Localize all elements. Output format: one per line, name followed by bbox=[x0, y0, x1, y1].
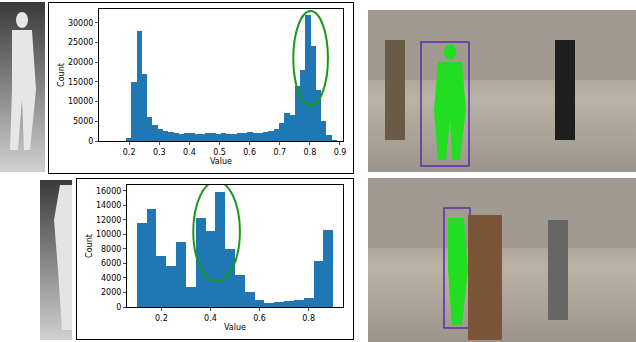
svg-text:0.2: 0.2 bbox=[155, 314, 168, 323]
svg-text:30000: 30000 bbox=[68, 19, 93, 28]
svg-text:14000: 14000 bbox=[96, 201, 121, 210]
svg-text:0.3: 0.3 bbox=[153, 148, 166, 157]
svg-text:10000: 10000 bbox=[96, 230, 121, 239]
svg-text:0.6: 0.6 bbox=[243, 148, 256, 157]
svg-text:10000: 10000 bbox=[68, 97, 93, 106]
svg-text:0.9: 0.9 bbox=[334, 148, 347, 157]
svg-text:4000: 4000 bbox=[101, 274, 121, 283]
svg-text:Count: Count bbox=[57, 63, 66, 87]
svg-text:0.8: 0.8 bbox=[302, 314, 315, 323]
svg-text:0.5: 0.5 bbox=[213, 148, 226, 157]
svg-text:16000: 16000 bbox=[96, 187, 121, 196]
svg-text:0: 0 bbox=[116, 303, 121, 312]
svg-text:2000: 2000 bbox=[101, 288, 121, 297]
svg-text:15000: 15000 bbox=[68, 78, 93, 87]
svg-text:0.7: 0.7 bbox=[273, 148, 286, 157]
svg-text:0.8: 0.8 bbox=[303, 148, 316, 157]
svg-text:5000: 5000 bbox=[73, 117, 93, 126]
svg-text:25000: 25000 bbox=[68, 38, 93, 47]
svg-text:Value: Value bbox=[210, 157, 232, 166]
svg-text:Value: Value bbox=[224, 323, 246, 332]
svg-text:Count: Count bbox=[85, 234, 94, 258]
svg-text:0.4: 0.4 bbox=[204, 314, 217, 323]
svg-text:8000: 8000 bbox=[101, 245, 121, 254]
svg-text:0.2: 0.2 bbox=[123, 148, 136, 157]
svg-text:20000: 20000 bbox=[68, 58, 93, 67]
svg-text:6000: 6000 bbox=[101, 259, 121, 268]
svg-text:0: 0 bbox=[88, 137, 93, 146]
svg-text:0.4: 0.4 bbox=[183, 148, 196, 157]
svg-text:12000: 12000 bbox=[96, 216, 121, 225]
svg-text:0.6: 0.6 bbox=[253, 314, 266, 323]
